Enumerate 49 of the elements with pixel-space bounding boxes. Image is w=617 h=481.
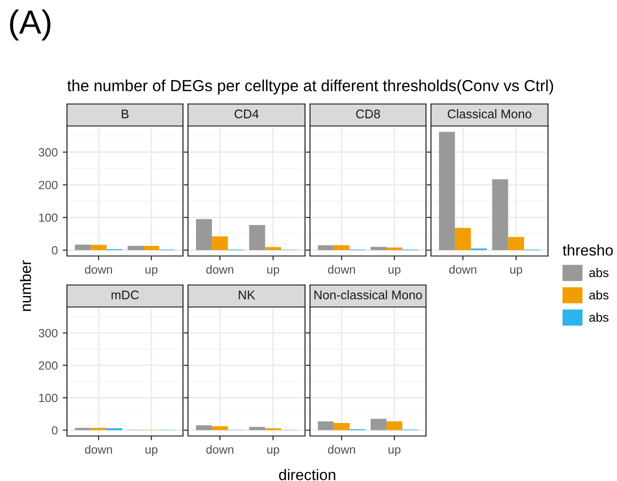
y-tick-label: 200 bbox=[38, 361, 58, 370]
y-tick-label: 300 bbox=[38, 328, 58, 338]
bar bbox=[196, 219, 212, 250]
x-tick-label: down bbox=[85, 445, 112, 454]
x-tick-label: down bbox=[206, 445, 234, 454]
x-tick-label: down bbox=[328, 265, 355, 274]
legend-label: abs bbox=[589, 290, 608, 300]
legend-title: thresho bbox=[562, 244, 613, 256]
x-tick-label: down bbox=[449, 265, 476, 274]
chart-title: CD8 bbox=[356, 110, 380, 118]
chart-title: NK bbox=[238, 290, 256, 300]
y-tick-label: 0 bbox=[52, 246, 58, 255]
bar bbox=[508, 237, 524, 250]
y-axis-title: number bbox=[20, 260, 32, 311]
bar bbox=[334, 423, 350, 430]
bar bbox=[249, 224, 266, 250]
x-tick-label: up bbox=[146, 267, 158, 276]
x-tick-label: up bbox=[510, 267, 522, 276]
x-tick-label: up bbox=[146, 447, 158, 456]
y-tick-label: 100 bbox=[39, 213, 58, 222]
x-tick-label: down bbox=[85, 265, 112, 274]
x-tick-label: up bbox=[267, 447, 280, 456]
y-tick-label: 0 bbox=[52, 426, 58, 435]
chart-title: Classical Mono bbox=[448, 109, 532, 118]
chart-title: CD4 bbox=[234, 110, 259, 118]
chart-title: B bbox=[122, 110, 129, 118]
y-tick-label: 200 bbox=[38, 180, 58, 190]
y-tick-label: 100 bbox=[39, 394, 58, 402]
bar bbox=[370, 418, 386, 430]
text: the number of DEGs per celltype at different thresholds(Conv vs Ctrl) bbox=[67, 80, 554, 94]
bar bbox=[318, 421, 334, 430]
x-tick-label: up bbox=[388, 267, 400, 276]
text: (A) bbox=[10, 9, 50, 41]
chart-title: mDC bbox=[112, 290, 139, 300]
bar bbox=[454, 228, 471, 250]
bar bbox=[212, 236, 228, 250]
legend-label: abs bbox=[589, 312, 608, 322]
y-tick-label: 300 bbox=[38, 148, 58, 157]
legend-label: abs bbox=[589, 268, 608, 278]
x-tick-label: up bbox=[267, 267, 280, 276]
x-tick-label: up bbox=[388, 447, 400, 456]
bar bbox=[492, 179, 508, 250]
bar bbox=[438, 132, 455, 250]
x-tick-label: down bbox=[328, 445, 355, 454]
bar bbox=[386, 421, 402, 430]
bar bbox=[265, 247, 282, 250]
x-axis-title: direction bbox=[279, 469, 336, 480]
x-tick-label: down bbox=[206, 265, 234, 274]
chart-title: Non-classical Mono bbox=[314, 290, 422, 300]
